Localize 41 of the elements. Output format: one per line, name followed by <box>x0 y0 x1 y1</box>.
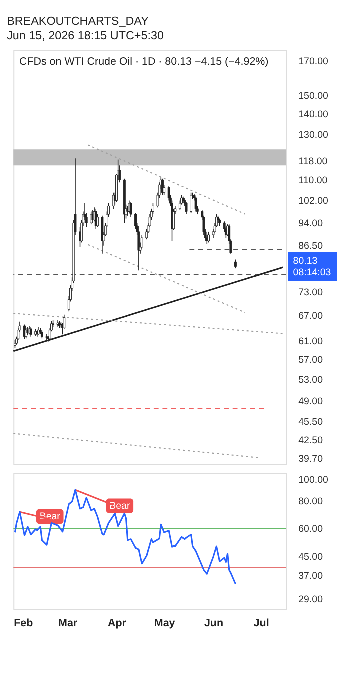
y-tick-label: 45.50 <box>298 416 324 428</box>
y-tick-label: 94.00 <box>298 218 324 230</box>
x-tick-label: Mar <box>58 617 78 630</box>
y-tick-label: 73.00 <box>298 288 324 299</box>
x-tick-label: Jul <box>254 617 270 630</box>
candlestick <box>138 226 140 272</box>
candlestick <box>208 232 210 244</box>
y-tick-label: 102.00 <box>298 196 329 208</box>
y-tick-label: 118.00 <box>298 156 328 168</box>
x-tick-label: Jun <box>204 617 224 630</box>
y-tick-label: 140.00 <box>298 110 329 121</box>
y-tick-label: 130.00 <box>298 130 329 141</box>
text: 80.13 08:14:03 <box>293 256 332 279</box>
y-tick-label: 42.50 <box>298 435 324 446</box>
y-tick-label: 110.00 <box>298 176 328 187</box>
y-tick-label: 67.00 <box>298 311 324 322</box>
y-tick-label: 45.00 <box>298 552 324 563</box>
chart-title: BREAKOUTCHARTS_DAY <box>7 14 150 28</box>
y-tick-label: 53.00 <box>298 375 324 386</box>
y-tick-label: 60.00 <box>298 524 324 536</box>
candlestick <box>130 202 132 218</box>
annotation: Bear <box>110 500 131 512</box>
y-tick-label: 37.00 <box>298 570 324 582</box>
candlestick <box>101 216 104 254</box>
annotation: CFDs on WTI Crude Oil · 1D · 80.13 −4.15 (−4.92%) <box>19 56 269 68</box>
y-tick-label: 86.50 <box>298 241 324 252</box>
chart-subtitle: Jun 15, 2026 18:15 UTC+5:30 <box>7 29 164 42</box>
y-tick-label: 150.00 <box>298 90 329 102</box>
y-tick-label: 49.00 <box>298 396 324 408</box>
y-tick-label: 57.00 <box>298 355 324 366</box>
y-tick-label: 100.00 <box>298 474 329 486</box>
y-tick-label: 61.00 <box>298 336 324 348</box>
x-tick-label: Feb <box>14 617 34 630</box>
y-tick-label: 39.70 <box>298 454 324 466</box>
y-tick-label: 170.00 <box>298 56 329 68</box>
line-series <box>14 489 236 585</box>
x-tick-label: May <box>154 617 176 630</box>
y-tick-label: 29.00 <box>298 594 324 606</box>
x-tick-label: Apr <box>108 617 126 630</box>
candlestick <box>194 196 198 212</box>
y-tick-label: 80.00 <box>298 496 324 508</box>
